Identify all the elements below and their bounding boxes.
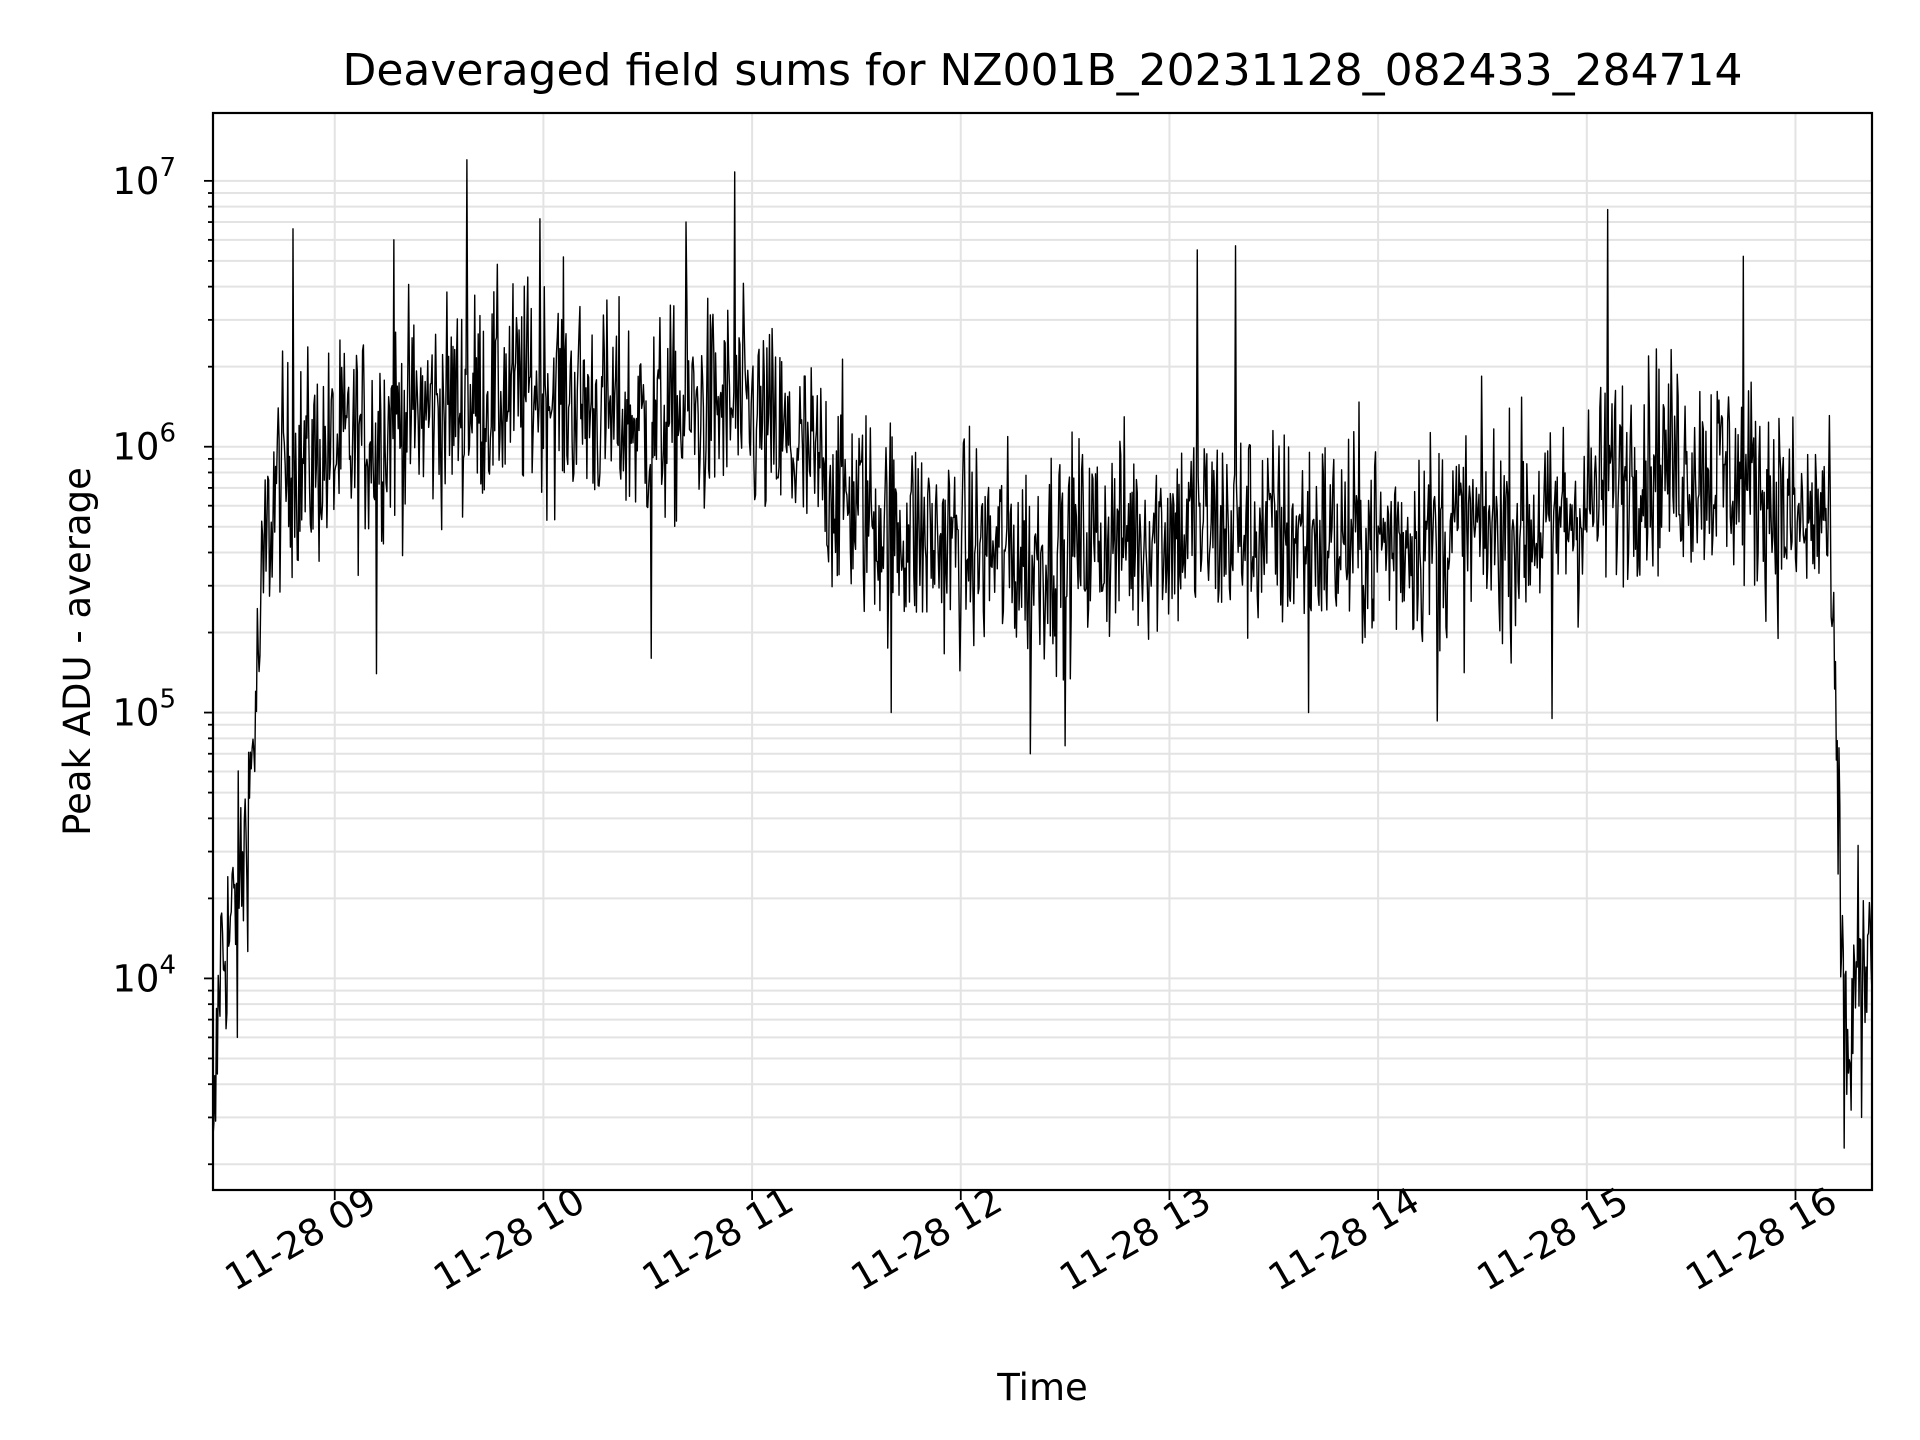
data-series-line — [212, 159, 1873, 1149]
y-tick-label: 105 — [112, 685, 176, 735]
y-tick-label: 104 — [112, 950, 176, 1000]
y-axis-label: Peak ADU - average — [56, 467, 99, 836]
grid — [213, 113, 1872, 1190]
x-axis-label: Time — [996, 1366, 1088, 1409]
y-tick-label: 107 — [112, 153, 176, 203]
y-tick-label: 106 — [112, 419, 176, 469]
chart-title: Deaveraged field sums for NZ001B_2023112… — [342, 45, 1742, 96]
data-layer — [212, 159, 1873, 1149]
plot-frame — [211, 111, 1874, 1192]
